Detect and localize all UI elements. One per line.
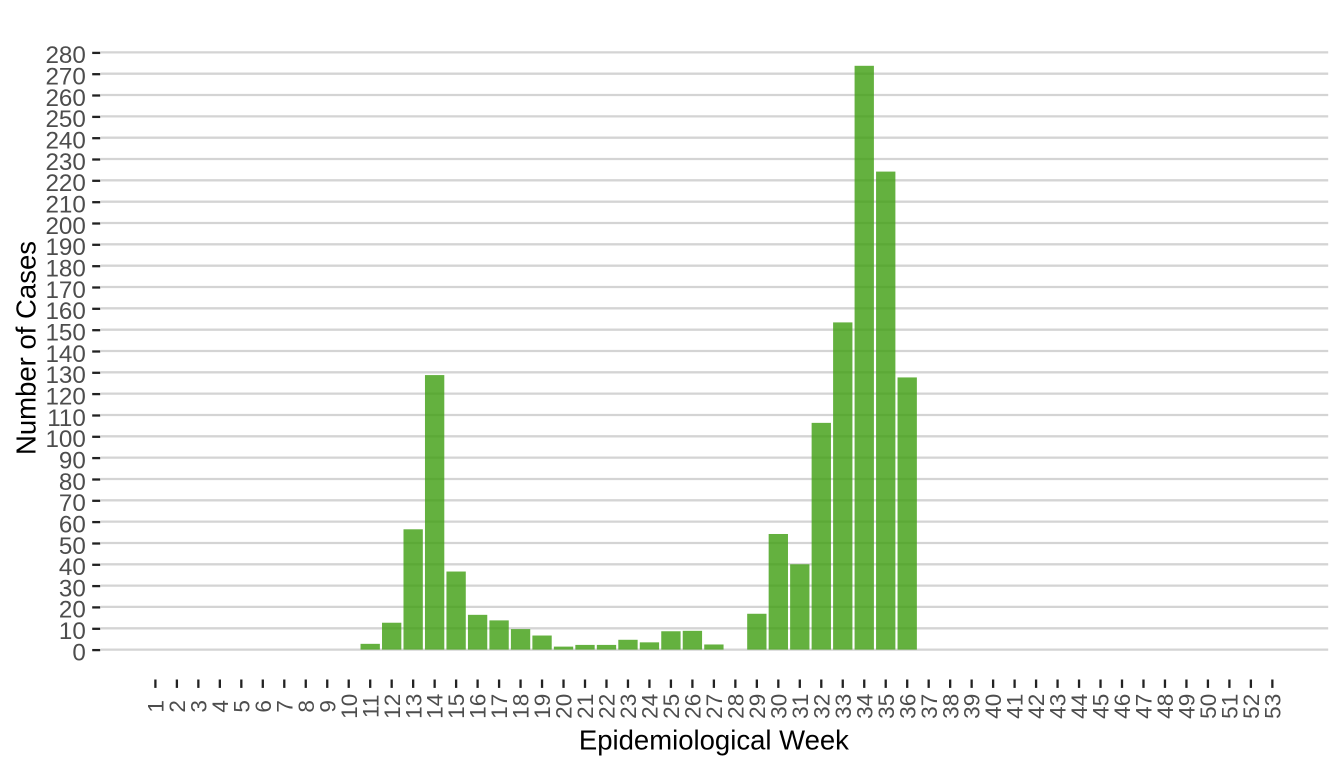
svg-text:Number of Cases: Number of Cases: [11, 241, 42, 455]
svg-text:50: 50: [1196, 694, 1221, 719]
svg-text:20: 20: [552, 694, 577, 719]
svg-text:37: 37: [917, 694, 942, 719]
svg-text:44: 44: [1067, 694, 1092, 719]
svg-text:40: 40: [981, 694, 1006, 719]
svg-text:42: 42: [1024, 694, 1049, 719]
svg-text:270: 270: [45, 64, 85, 91]
svg-text:8: 8: [294, 700, 319, 713]
svg-text:260: 260: [45, 85, 85, 112]
svg-text:13: 13: [401, 694, 426, 719]
svg-text:90: 90: [59, 447, 86, 474]
svg-text:3: 3: [186, 700, 211, 713]
svg-text:Epidemiological Week: Epidemiological Week: [579, 724, 849, 755]
svg-text:250: 250: [45, 106, 85, 133]
svg-text:130: 130: [45, 362, 85, 389]
svg-text:51: 51: [1218, 694, 1243, 719]
svg-text:18: 18: [509, 694, 534, 719]
svg-text:40: 40: [59, 554, 86, 581]
svg-text:52: 52: [1239, 694, 1264, 719]
svg-text:9: 9: [315, 700, 340, 713]
svg-text:2: 2: [165, 700, 190, 713]
svg-text:50: 50: [59, 533, 86, 560]
svg-text:43: 43: [1046, 694, 1071, 719]
svg-text:10: 10: [337, 694, 362, 719]
svg-text:180: 180: [45, 256, 85, 283]
svg-text:38: 38: [938, 694, 963, 719]
svg-text:220: 220: [45, 170, 85, 197]
svg-text:11: 11: [358, 695, 383, 718]
svg-text:47: 47: [1132, 694, 1157, 719]
svg-text:150: 150: [45, 320, 85, 347]
svg-text:28: 28: [723, 694, 748, 719]
svg-text:80: 80: [59, 469, 86, 496]
svg-text:30: 30: [766, 694, 791, 719]
svg-text:23: 23: [616, 694, 641, 719]
svg-text:200: 200: [45, 213, 85, 240]
svg-text:15: 15: [444, 694, 469, 719]
svg-text:12: 12: [380, 694, 405, 719]
svg-text:60: 60: [59, 511, 86, 538]
svg-text:7: 7: [272, 700, 297, 713]
svg-text:0: 0: [72, 639, 85, 666]
svg-text:100: 100: [45, 426, 85, 453]
svg-text:4: 4: [208, 700, 233, 713]
svg-text:230: 230: [45, 149, 85, 176]
svg-text:49: 49: [1175, 694, 1200, 719]
svg-text:6: 6: [251, 700, 276, 713]
svg-text:29: 29: [745, 694, 770, 719]
svg-text:20: 20: [59, 597, 86, 624]
svg-text:240: 240: [45, 128, 85, 155]
svg-text:31: 31: [788, 694, 813, 719]
svg-text:32: 32: [809, 694, 834, 719]
svg-text:24: 24: [638, 694, 663, 719]
svg-text:25: 25: [659, 694, 684, 719]
svg-text:33: 33: [831, 694, 856, 719]
svg-text:21: 21: [573, 694, 598, 719]
svg-text:26: 26: [681, 694, 706, 719]
svg-text:35: 35: [874, 694, 899, 719]
svg-text:19: 19: [530, 694, 555, 719]
svg-text:48: 48: [1153, 694, 1178, 719]
svg-text:170: 170: [45, 277, 85, 304]
svg-text:280: 280: [45, 42, 85, 69]
svg-text:1: 1: [144, 700, 169, 713]
svg-text:45: 45: [1089, 694, 1114, 719]
svg-text:22: 22: [595, 694, 620, 719]
svg-text:53: 53: [1260, 694, 1285, 719]
svg-text:5: 5: [229, 700, 254, 713]
svg-text:27: 27: [702, 694, 727, 719]
svg-text:46: 46: [1110, 694, 1135, 719]
svg-text:160: 160: [45, 298, 85, 325]
svg-text:30: 30: [59, 575, 86, 602]
svg-text:17: 17: [487, 694, 512, 719]
svg-text:39: 39: [960, 694, 985, 719]
svg-text:16: 16: [466, 694, 491, 719]
svg-text:110: 110: [47, 405, 86, 432]
svg-text:10: 10: [59, 618, 86, 645]
svg-text:140: 140: [45, 341, 85, 368]
svg-text:34: 34: [852, 694, 877, 719]
svg-text:36: 36: [895, 694, 920, 719]
svg-text:41: 41: [1003, 694, 1028, 719]
svg-text:190: 190: [45, 234, 85, 261]
svg-text:210: 210: [45, 192, 85, 219]
svg-text:70: 70: [59, 490, 86, 517]
svg-text:120: 120: [45, 383, 85, 410]
svg-text:14: 14: [423, 694, 448, 719]
